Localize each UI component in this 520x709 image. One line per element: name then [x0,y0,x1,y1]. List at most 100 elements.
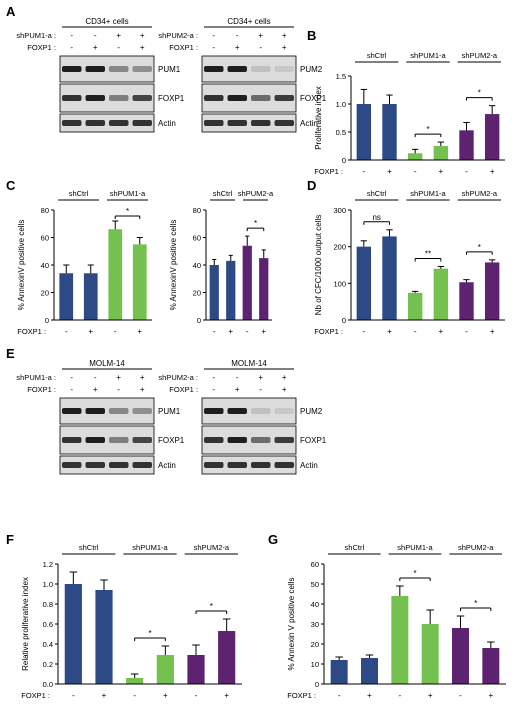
chart-f: F 0.0 0.2 0.4 0.6 0.8 1.0 1.2 Relative prolifera… [6,532,242,700]
blot-band [251,408,271,414]
blot-band-label: FOXP1 [158,436,185,445]
foxp1-sign: + [387,327,392,336]
blot-band [109,66,129,72]
panel-letter: A [6,4,16,19]
blot-row2-sign: + [140,385,145,394]
significance-label: * [148,629,151,638]
blot-row1-label: shPUM1-a : [16,373,56,382]
panel-letter: E [6,346,15,361]
panel-letter: D [307,178,316,193]
foxp1-sign: - [362,327,365,336]
group-label: shPUM2-a [194,543,230,552]
blot-row1-sign: + [282,373,287,382]
blot-membrane [201,113,297,133]
bar [95,590,113,684]
blot-title: MOLM-14 [89,359,125,368]
blot-band [62,95,82,101]
blot-row2-sign: + [282,385,287,394]
blot-membrane [59,113,155,133]
foxp1-sign: + [137,327,142,336]
blot-band [251,462,271,468]
blot-title: CD34+ cells [85,17,128,26]
y-tick-label: 0 [342,316,346,325]
bar [382,104,397,160]
blot-band-label: FOXP1 [300,436,327,445]
blot-band [227,408,247,414]
bar [126,678,144,684]
chart-d: D 0 100 200 300 Nb of CFC/1000 output cells sh… [307,178,505,336]
y-tick-label: 0 [315,680,319,689]
blot-band-label: Actin [158,119,176,128]
bar [226,260,236,320]
blot-row2-sign: - [212,43,215,52]
blot-row1-sign: - [212,31,215,40]
western-blot: MOLM-14 shPUM2-a : FOXP1 : - - + + - + - + PUM2 FOXP… [158,359,327,475]
blot-band [109,95,129,101]
group-label: shPUM1-a [410,51,446,60]
blot-row2-label: FOXP1 : [169,385,198,394]
y-tick-label: 20 [193,289,201,298]
bar [382,236,397,320]
blot-row1-label: shPUM2-a : [158,373,198,382]
bar [407,153,423,160]
y-axis-label: % AnnexinV positive cells [17,220,26,311]
blot-row1-sign: + [282,31,287,40]
group-label: shCtrl [367,51,387,60]
foxp1-row-label: FOXP1 : [287,691,316,700]
foxp1-sign: - [459,691,462,700]
group-label: shPUM1-a [132,543,168,552]
blot-band [251,120,271,126]
blot-band [85,66,105,72]
blot-membrane [59,455,155,475]
blot-row1-sign: - [94,373,97,382]
bar [484,114,500,160]
chart-c1: C 0 20 40 60 80 % AnnexinV positive cells shCtr… [6,178,152,336]
significance-label: * [210,602,213,611]
blot-band [204,462,224,468]
blot-row2-sign: + [235,43,240,52]
blot-row1-sign: - [212,373,215,382]
blot-band-label: FOXP1 [158,94,185,103]
blot-title: MOLM-14 [231,359,267,368]
western-blot: A CD34+ cells shPUM1-a : FOXP1 : - - + + - + - + PUM… [6,4,185,133]
blot-band [227,95,247,101]
group-label: shCtrl [345,543,365,552]
bar [259,258,269,320]
foxp1-sign: - [133,691,136,700]
blot-band [227,66,247,72]
blot-band [132,462,152,468]
blot-band [109,437,129,443]
bar [459,130,474,160]
y-tick-label: 1.0 [336,100,346,109]
bar [459,282,474,320]
y-tick-label: 0.8 [43,600,53,609]
y-axis-label: % Annexin V positive cells [287,578,296,671]
blot-band [85,462,105,468]
blot-band [251,66,271,72]
group-label: shCtrl [69,189,89,198]
group-label: shPUM2-a [458,543,494,552]
group-label: shPUM2-a [462,51,498,60]
foxp1-sign: + [488,691,493,700]
y-tick-label: 100 [333,279,346,288]
significance-label: ** [425,249,431,258]
y-tick-label: 300 [333,206,346,215]
significance-label: * [478,89,481,98]
y-tick-label: 0.2 [43,660,53,669]
blot-row2-sign: - [212,385,215,394]
significance-label: * [413,569,416,578]
foxp1-sign: + [438,167,443,176]
y-tick-label: 1.2 [43,560,53,569]
significance-label: * [254,219,257,228]
western-blot: CD34+ cells shPUM2-a : FOXP1 : - - + + - + - + PUM2… [158,17,327,133]
blot-row1-sign: + [258,373,263,382]
blot-row1-sign: + [140,31,145,40]
panel-letter: C [6,178,16,193]
blot-band [85,437,105,443]
foxp1-sign: - [465,167,468,176]
blot-row1-sign: - [70,31,73,40]
bar [484,262,500,320]
y-tick-label: 0.0 [43,680,53,689]
bar [156,655,174,684]
blot-row2-sign: - [259,385,262,394]
